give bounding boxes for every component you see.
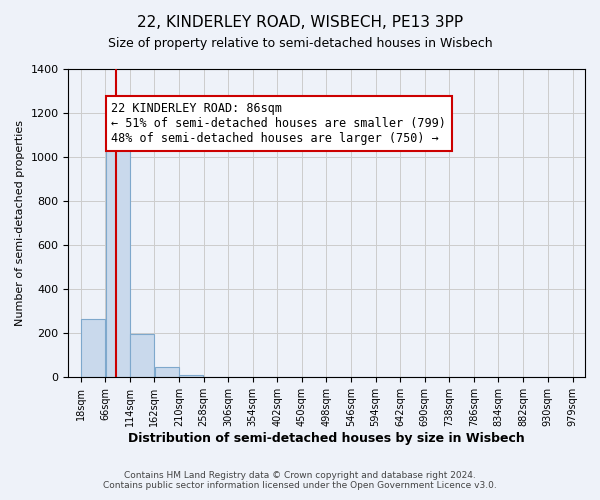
Bar — [130, 334, 154, 378]
Y-axis label: Number of semi-detached properties: Number of semi-detached properties — [15, 120, 25, 326]
X-axis label: Distribution of semi-detached houses by size in Wisbech: Distribution of semi-detached houses by … — [128, 432, 525, 445]
Bar — [155, 367, 179, 378]
Text: 22, KINDERLEY ROAD, WISBECH, PE13 3PP: 22, KINDERLEY ROAD, WISBECH, PE13 3PP — [137, 15, 463, 30]
Bar — [179, 374, 203, 378]
Text: Size of property relative to semi-detached houses in Wisbech: Size of property relative to semi-detach… — [107, 38, 493, 51]
Bar — [81, 319, 105, 378]
Bar — [106, 139, 130, 378]
Text: Contains HM Land Registry data © Crown copyright and database right 2024.
Contai: Contains HM Land Registry data © Crown c… — [103, 470, 497, 490]
Text: 22 KINDERLEY ROAD: 86sqm
← 51% of semi-detached houses are smaller (799)
48% of : 22 KINDERLEY ROAD: 86sqm ← 51% of semi-d… — [112, 102, 446, 145]
